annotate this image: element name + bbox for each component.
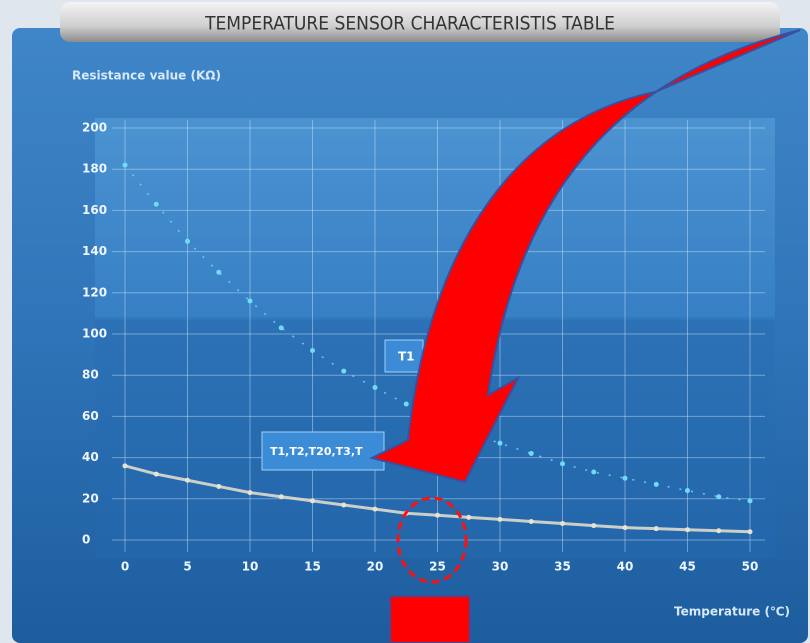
y-tick-label: 140	[82, 244, 107, 258]
point	[404, 402, 409, 407]
point	[654, 482, 659, 487]
x-tick-label: 50	[742, 560, 759, 574]
x-tick-label: 20	[367, 560, 384, 574]
point	[685, 488, 690, 493]
point	[560, 521, 565, 526]
point	[560, 461, 565, 466]
point	[310, 498, 315, 503]
red-arrow-tail	[390, 596, 470, 643]
point	[216, 484, 221, 489]
point	[279, 494, 284, 499]
point	[154, 472, 159, 477]
point	[685, 527, 690, 532]
y-axis-label: Resistance value (KΩ)	[72, 69, 221, 83]
x-tick-label: 25	[429, 560, 446, 574]
point	[154, 202, 159, 207]
point	[529, 451, 534, 456]
chart-title: TEMPERATURE SENSOR CHARACTERISTIS TABLE	[204, 13, 615, 35]
point	[623, 476, 628, 481]
point	[716, 528, 721, 533]
point	[498, 517, 503, 522]
y-tick-label: 40	[82, 450, 99, 464]
point	[341, 502, 346, 507]
x-tick-label: 0	[121, 560, 129, 574]
point	[123, 463, 128, 468]
y-tick-label: 80	[82, 368, 99, 382]
point	[341, 369, 346, 374]
point	[248, 299, 253, 304]
point	[373, 507, 378, 512]
point	[529, 519, 534, 524]
point	[591, 523, 596, 528]
point	[498, 441, 503, 446]
point	[748, 529, 753, 534]
point	[466, 515, 471, 520]
point	[623, 525, 628, 530]
y-tick-label: 0	[82, 533, 90, 547]
point	[310, 348, 315, 353]
y-tick-label: 160	[82, 203, 107, 217]
x-tick-label: 35	[554, 560, 571, 574]
point	[435, 513, 440, 518]
y-tick-label: 120	[82, 285, 107, 299]
y-tick-label: 200	[82, 121, 107, 135]
y-tick-label: 20	[82, 491, 99, 505]
point	[654, 526, 659, 531]
point	[248, 490, 253, 495]
point	[185, 478, 190, 483]
point	[716, 494, 721, 499]
x-tick-label: 15	[304, 560, 321, 574]
x-tick-label: 30	[492, 560, 509, 574]
point	[373, 385, 378, 390]
x-tick-label: 5	[183, 560, 191, 574]
x-tick-label: 40	[617, 560, 634, 574]
point	[216, 270, 221, 275]
x-tick-label: 45	[679, 560, 696, 574]
annotation: T1,T2,T20,T3,T	[270, 445, 363, 458]
point	[185, 239, 190, 244]
x-axis-label: Temperature (℃)	[674, 605, 790, 619]
point	[123, 163, 128, 168]
annotation: T1	[398, 350, 415, 364]
y-tick-label: 100	[82, 327, 107, 341]
point	[591, 470, 596, 475]
point	[748, 498, 753, 503]
y-tick-label: 180	[82, 162, 107, 176]
point	[279, 325, 284, 330]
y-tick-label: 60	[82, 409, 99, 423]
chart: TEMPERATURE SENSOR CHARACTERISTIS TABLE …	[0, 0, 810, 643]
x-tick-label: 10	[242, 560, 259, 574]
